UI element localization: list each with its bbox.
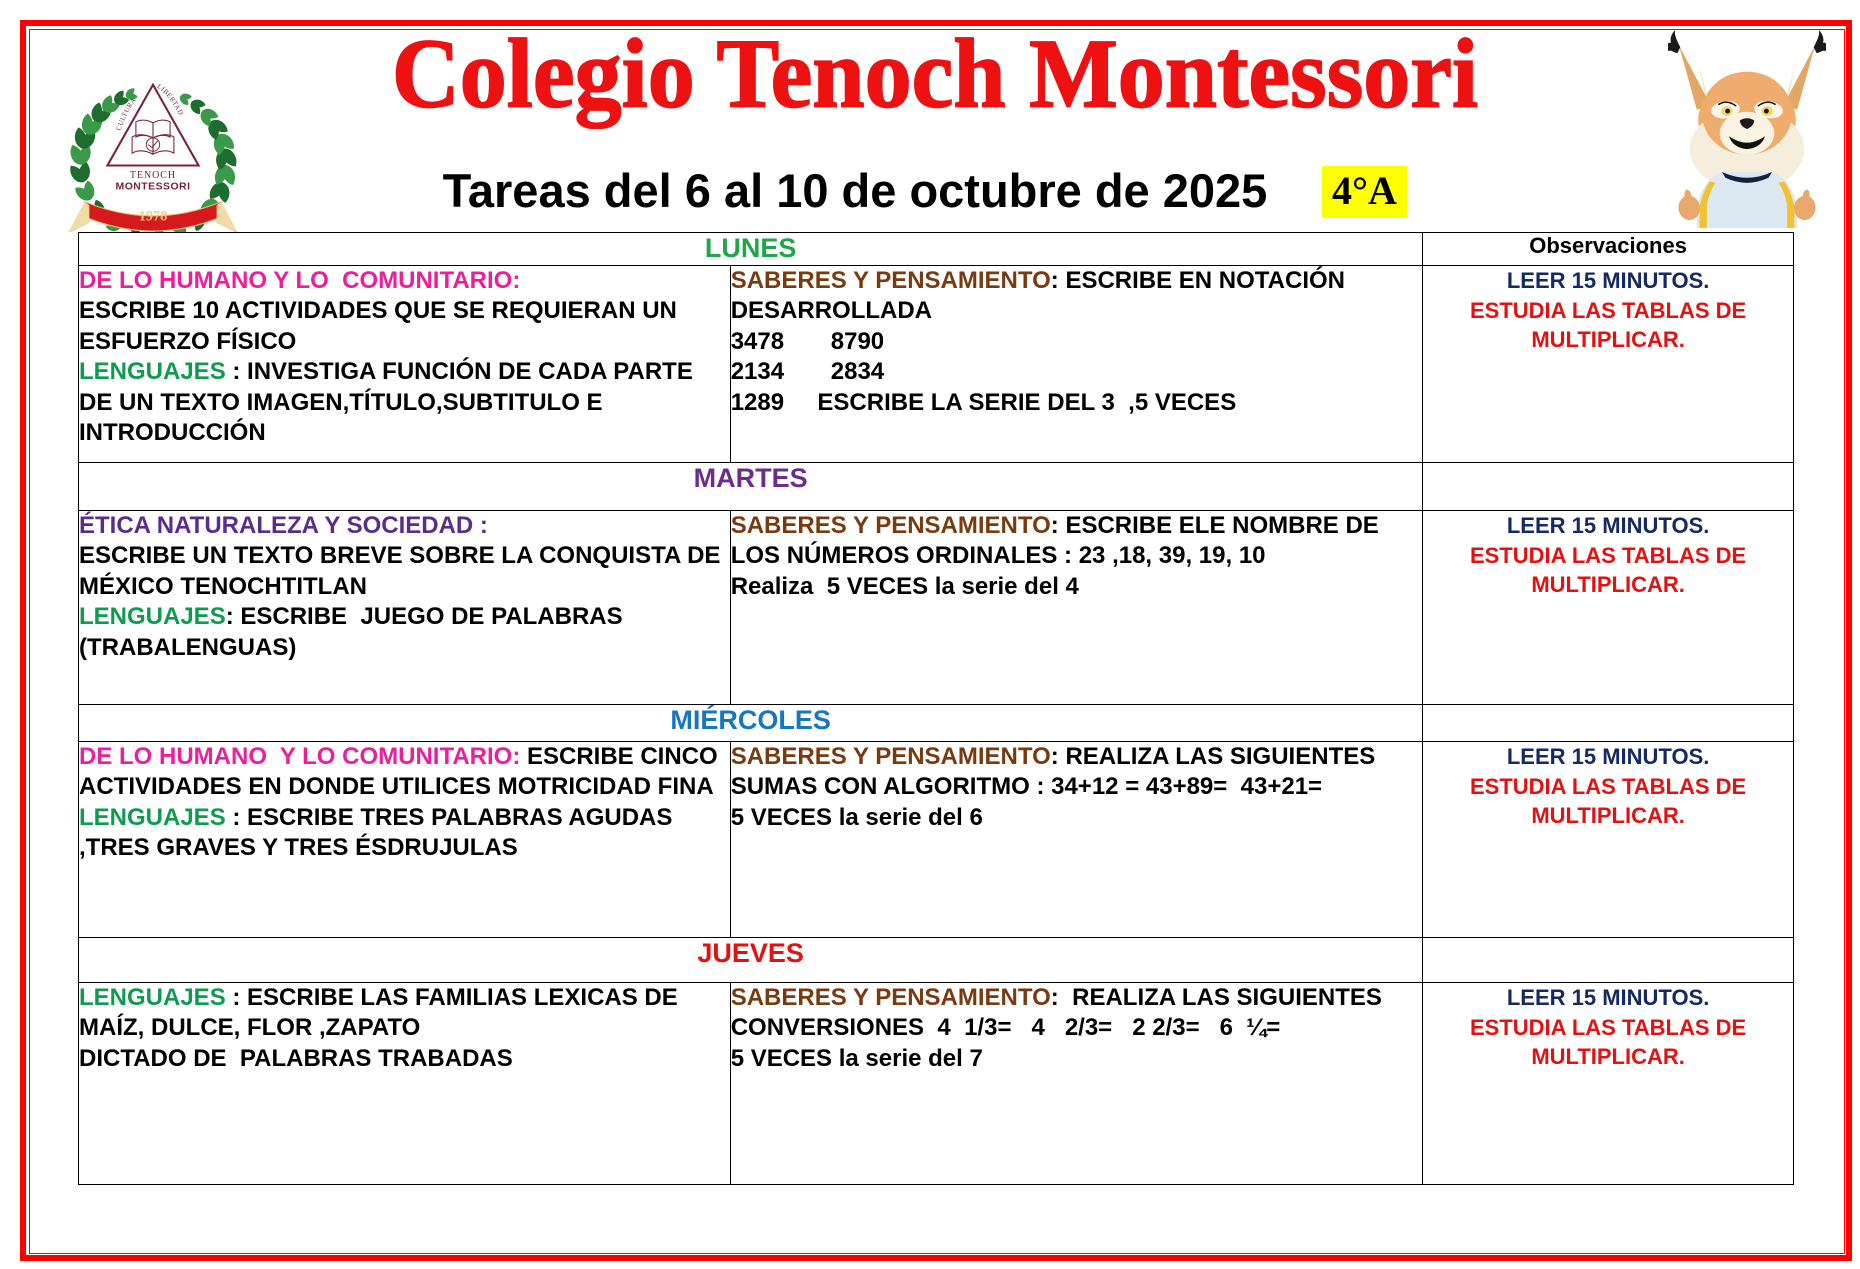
svg-text:TENOCH: TENOCH [130, 170, 176, 181]
svg-text:1978: 1978 [139, 209, 168, 225]
svg-text:LIBERTAD: LIBERTAD [156, 83, 184, 117]
svg-text:MONTESSORI: MONTESSORI [116, 181, 191, 192]
